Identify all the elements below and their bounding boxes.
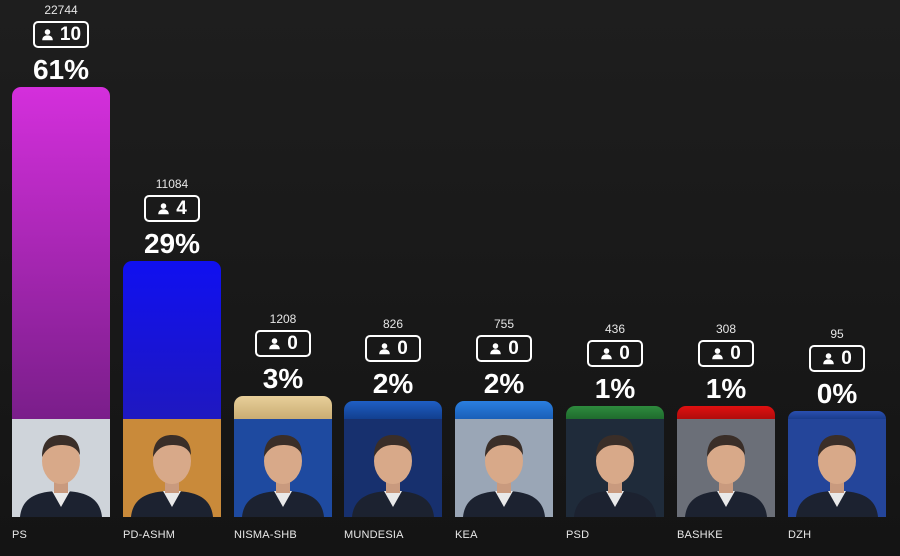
seat-count: 10 <box>59 23 82 45</box>
seat-badge: 0 <box>698 340 754 367</box>
candidate-photo <box>123 419 221 517</box>
party-label: BASHKE <box>677 529 723 541</box>
vote-count-label: 22744 <box>44 3 78 17</box>
percent-label: 1% <box>705 373 747 404</box>
seat-badge: 4 <box>144 195 200 222</box>
portrait-icon <box>234 419 332 517</box>
person-icon <box>379 343 390 355</box>
seat-count: 0 <box>508 337 519 359</box>
bar-dzh <box>788 411 886 419</box>
portrait-icon <box>12 419 110 517</box>
portrait-icon <box>788 419 886 517</box>
candidate-photo <box>677 419 775 517</box>
bar-nisma-shb <box>234 396 332 419</box>
seat-count: 0 <box>397 337 408 359</box>
portrait-icon <box>344 419 442 517</box>
vote-count-label: 1208 <box>269 312 297 326</box>
portrait-icon <box>677 419 775 517</box>
seat-badge: 0 <box>476 335 532 362</box>
seat-count: 0 <box>841 347 852 369</box>
bar-column-psd: 436 0 1% PSD <box>566 0 664 556</box>
candidate-photo <box>455 419 553 517</box>
party-label: NISMA-SHB <box>234 529 297 541</box>
bar-column-ps: 22744 10 61% PS <box>12 0 110 556</box>
bar-column-mundesia: 826 0 2% MUNDESIA <box>344 0 442 556</box>
vote-count-label: 11084 <box>155 177 189 191</box>
person-icon <box>269 338 280 350</box>
bar-column-pd-ashm: 11084 4 29% PD-ASHM <box>123 0 221 556</box>
candidate-photo <box>344 419 442 517</box>
person-icon <box>42 29 53 41</box>
bar-kea <box>455 401 553 419</box>
bar-column-bashke: 308 0 1% BASHKE <box>677 0 775 556</box>
bar-pd-ashm <box>123 261 221 419</box>
party-label: PD-ASHM <box>123 529 176 541</box>
vote-count-label: 755 <box>493 317 515 331</box>
bar-bashke <box>677 406 775 419</box>
person-icon <box>712 348 723 360</box>
vote-count-label: 826 <box>382 317 404 331</box>
percent-label: 0% <box>816 378 858 409</box>
party-label: PS <box>12 529 28 541</box>
percent-label: 2% <box>483 368 525 399</box>
percent-label: 1% <box>594 373 636 404</box>
candidate-photo <box>234 419 332 517</box>
candidate-photo <box>788 419 886 517</box>
seat-count: 0 <box>287 332 298 354</box>
seat-badge: 0 <box>809 345 865 372</box>
seat-badge: 10 <box>33 21 89 48</box>
seat-badge: 0 <box>255 330 311 357</box>
bar-column-kea: 755 0 2% KEA <box>455 0 553 556</box>
portrait-icon <box>123 419 221 517</box>
bar-ps <box>12 87 110 419</box>
person-icon <box>823 353 834 365</box>
vote-count-label: 95 <box>830 327 844 341</box>
bar-mundesia <box>344 401 442 419</box>
party-label: MUNDESIA <box>344 529 404 541</box>
candidate-photo <box>12 419 110 517</box>
bar-column-dzh: 95 0 0% DZH <box>788 0 886 556</box>
seat-badge: 0 <box>587 340 643 367</box>
percent-label: 2% <box>372 368 414 399</box>
bar-psd <box>566 406 664 419</box>
party-label: KEA <box>455 529 478 541</box>
percent-label: 29% <box>143 228 201 259</box>
percent-label: 61% <box>32 54 90 85</box>
seat-badge: 0 <box>365 335 421 362</box>
candidate-photo <box>566 419 664 517</box>
seat-count: 0 <box>730 342 741 364</box>
party-label: PSD <box>566 529 590 541</box>
party-label: DZH <box>788 529 812 541</box>
person-icon <box>601 348 612 360</box>
vote-count-label: 436 <box>604 322 626 336</box>
person-icon <box>158 203 169 215</box>
seat-count: 0 <box>619 342 630 364</box>
seat-count: 4 <box>176 197 187 219</box>
percent-label: 3% <box>262 363 304 394</box>
person-icon <box>490 343 501 355</box>
portrait-icon <box>566 419 664 517</box>
bar-column-nisma-shb: 1208 0 3% NISMA-SHB <box>234 0 332 556</box>
portrait-icon <box>455 419 553 517</box>
vote-count-label: 308 <box>715 322 737 336</box>
